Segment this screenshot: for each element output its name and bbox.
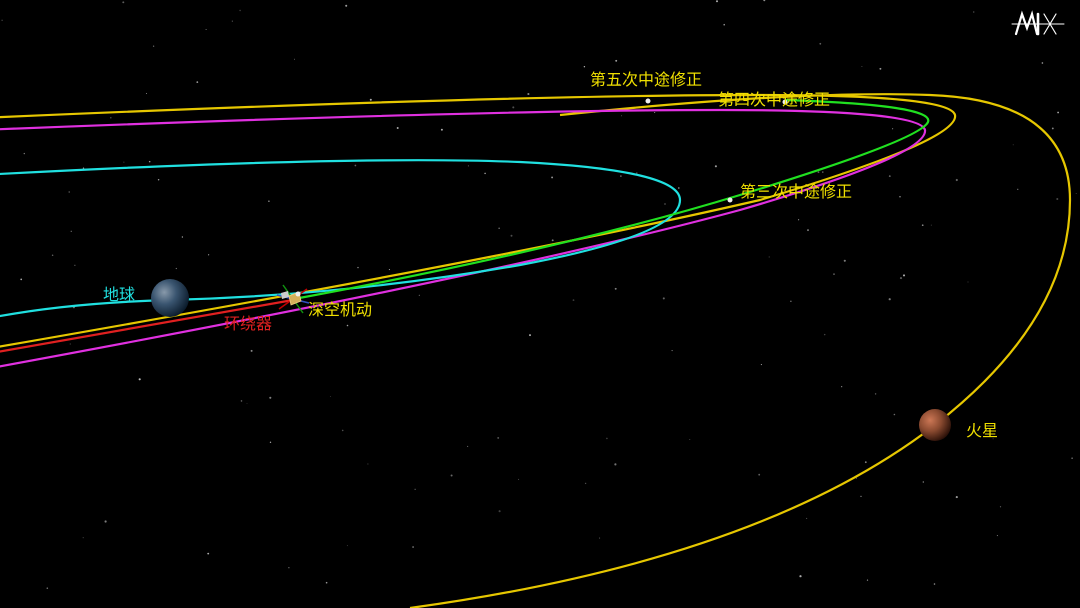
label-correction-4: 第四次中途修正 — [718, 86, 830, 110]
orbit-canvas — [0, 0, 1080, 608]
marker-c5 — [646, 99, 651, 104]
trajectory-diagram: 地球 环绕器 深空机动 第三次中途修正 第四次中途修正 第五次中途修正 火星 — [0, 0, 1080, 608]
logo-icon — [1010, 8, 1066, 46]
orbit-yellow_inner — [0, 95, 955, 350]
label-earth: 地球 — [103, 281, 135, 305]
label-orbiter: 环绕器 — [224, 310, 272, 334]
marker-c3 — [728, 198, 733, 203]
earth-body — [151, 279, 189, 317]
label-maneuver: 深空机动 — [308, 296, 372, 320]
orbit-mars_orbit — [410, 94, 1070, 608]
orbit-paths — [0, 94, 1070, 608]
label-mars: 火星 — [966, 417, 998, 441]
mars-body — [919, 409, 951, 441]
orbit-magenta — [0, 110, 925, 370]
label-correction-3: 第三次中途修正 — [740, 178, 852, 202]
label-correction-5: 第五次中途修正 — [590, 66, 702, 90]
